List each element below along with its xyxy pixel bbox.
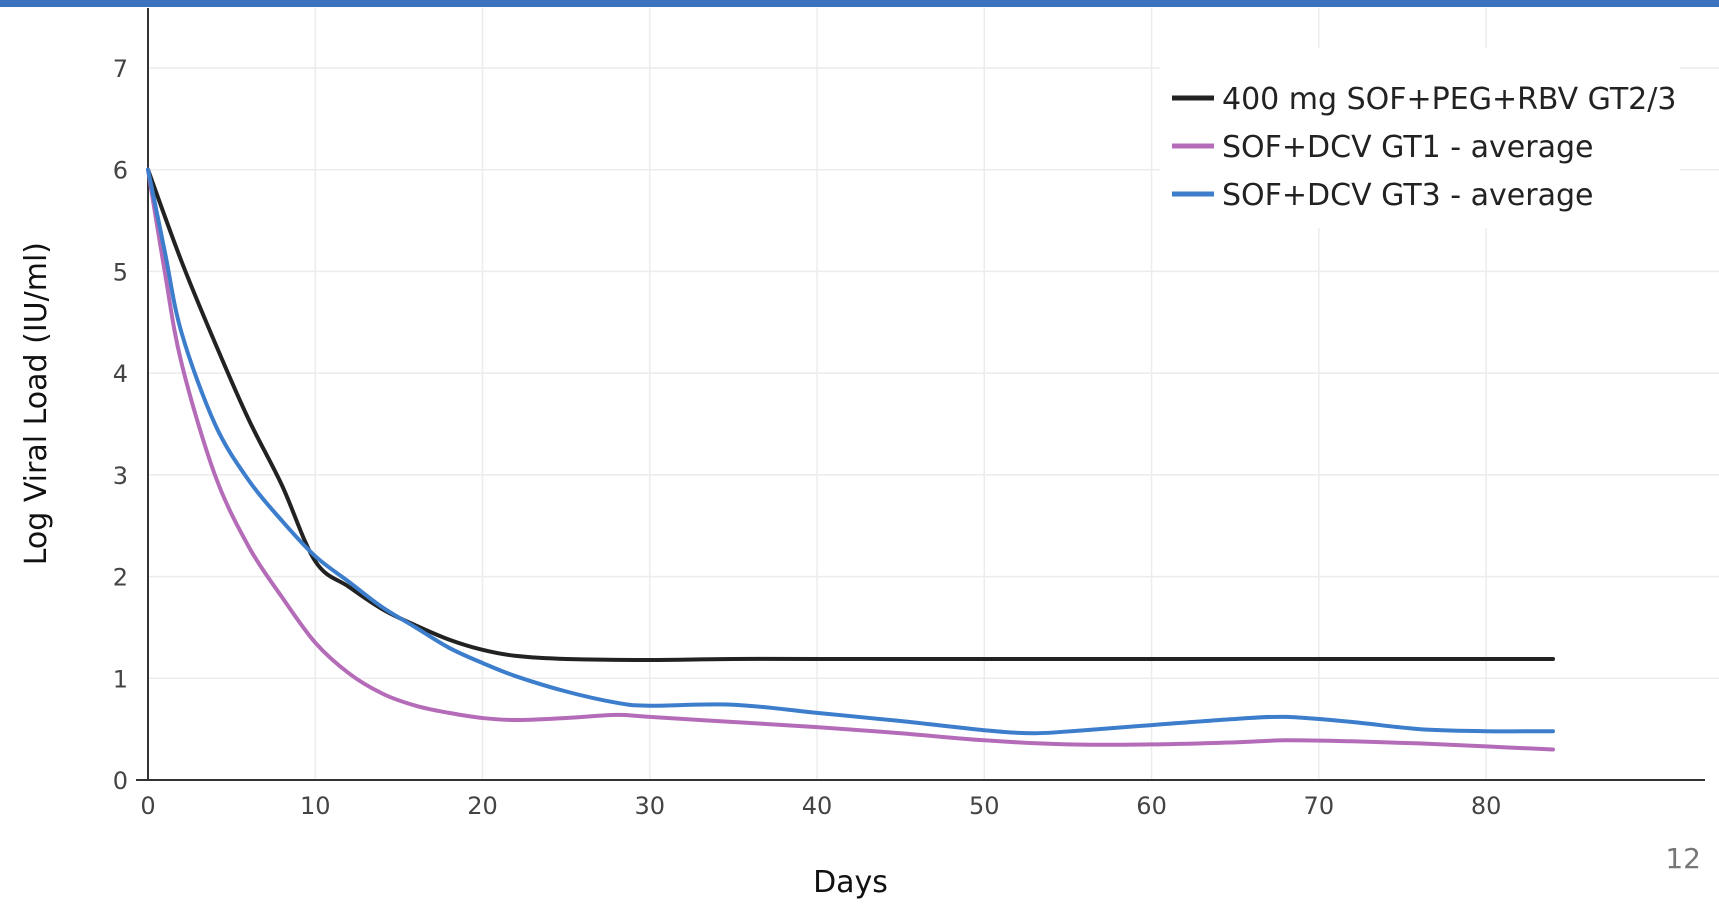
x-axis-title: Days <box>813 865 888 900</box>
series-line-sof-dcv-gt1 <box>146 167 1555 752</box>
grid-lines <box>147 8 1719 780</box>
legend-background <box>1160 48 1680 228</box>
legend-label: 400 mg SOF+PEG+RBV GT2/3 <box>1222 82 1676 117</box>
x-tick-label: 30 <box>635 792 666 820</box>
series-lines <box>146 167 1555 752</box>
y-tick-label: 6 <box>113 157 128 185</box>
series-line-sof-dcv-gt3 <box>146 167 1555 736</box>
y-tick-label: 7 <box>113 55 128 83</box>
page-number: 12 <box>1665 842 1701 875</box>
legend-label: SOF+DCV GT3 - average <box>1222 178 1593 213</box>
x-tick-label: 40 <box>802 792 833 820</box>
tick-labels: 0 10 20 30 40 50 60 70 80 0 1 2 3 4 5 6 7 <box>113 55 1502 820</box>
y-tick-label: 5 <box>113 258 128 286</box>
x-tick-label: 0 <box>140 792 155 820</box>
x-tick-label: 70 <box>1304 792 1335 820</box>
x-tick-label: 50 <box>969 792 1000 820</box>
x-tick-label: 60 <box>1136 792 1167 820</box>
y-tick-label: 0 <box>113 767 128 795</box>
legend: 400 mg SOF+PEG+RBV GT2/3 SOF+DCV GT1 - av… <box>1160 48 1680 228</box>
x-tick-label: 10 <box>300 792 331 820</box>
x-tick-label: 20 <box>467 792 498 820</box>
y-tick-label: 3 <box>113 462 128 490</box>
x-tick-label: 80 <box>1471 792 1502 820</box>
legend-label: SOF+DCV GT1 - average <box>1222 130 1593 165</box>
series-line-sof-peg-rbv-gt2-3 <box>146 167 1555 662</box>
y-tick-label: 1 <box>113 665 128 693</box>
y-tick-label: 2 <box>113 564 128 592</box>
y-axis-title: Log Viral Load (IU/ml) <box>19 242 54 565</box>
axes <box>136 8 1705 781</box>
y-tick-label: 4 <box>113 360 128 388</box>
top-accent-bar <box>0 0 1719 7</box>
